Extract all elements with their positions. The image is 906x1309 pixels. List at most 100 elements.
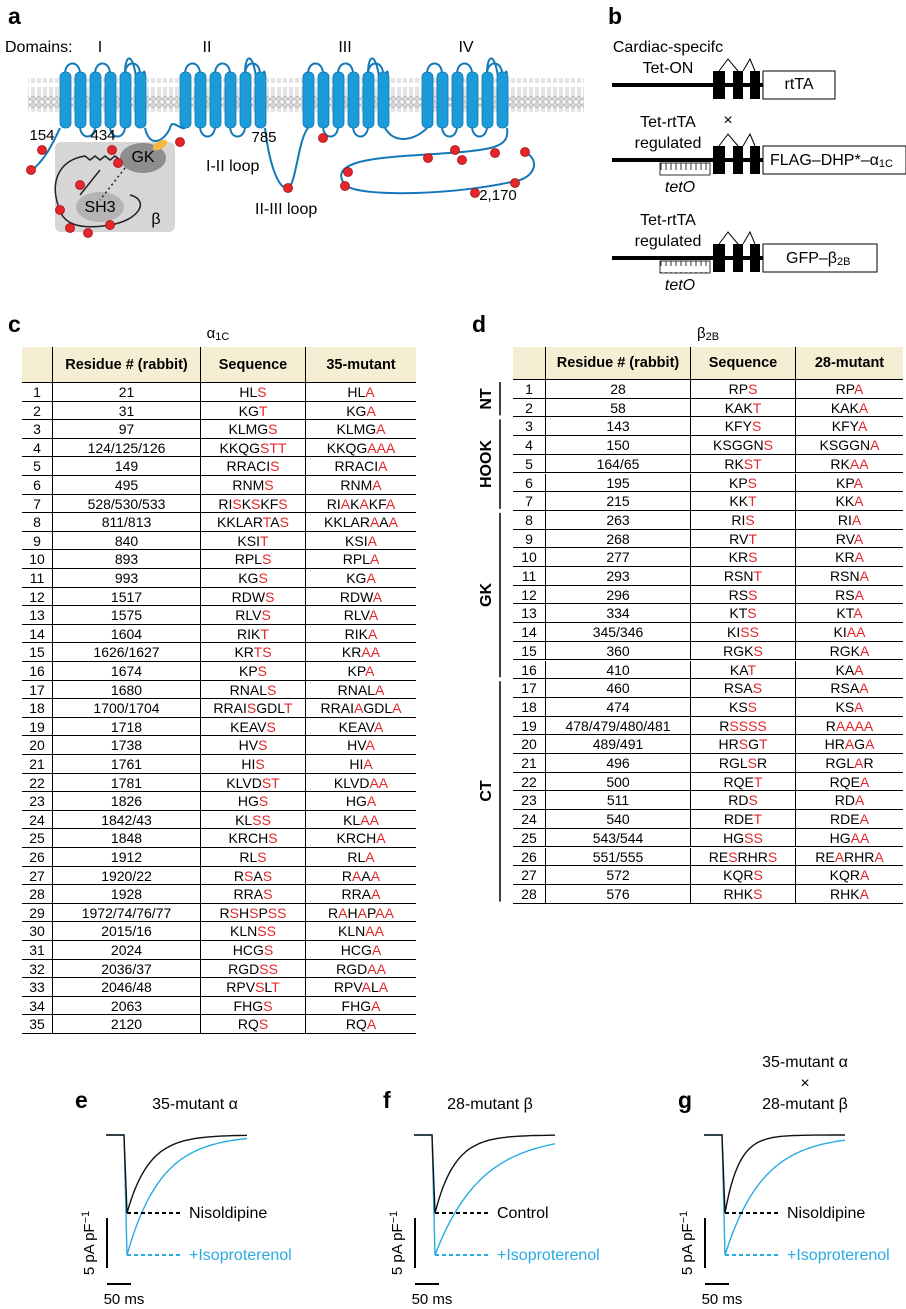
table-cell: RISKSKFS [200,495,305,514]
table-cell: 7 [22,495,52,514]
label: regulated [635,135,702,152]
label-sup: −1 [678,1211,690,1224]
table-cell: 811/813 [52,513,200,532]
table-cell: HGAA [795,829,903,848]
table-cell: 21 [513,754,545,773]
label: SH3 [84,199,115,216]
table-cell: 24 [513,810,545,829]
table-cell: 572 [545,866,690,885]
table-cell: RGDSS [200,960,305,979]
label: 35-mutant α [762,1054,848,1071]
table-cell: 143 [545,417,690,436]
table-cell: KAA [795,661,903,680]
helix [255,72,266,128]
label: I [98,39,102,56]
table-cell: 97 [52,420,200,439]
table-cell: 28 [513,885,545,904]
tet-operator [660,163,710,175]
table-cell: RPVALA [305,978,416,997]
table-cell: 16 [513,661,545,680]
table-cell: RKAA [795,455,903,474]
table-cell: HRAGA [795,735,903,754]
table-cell: 31 [52,402,200,421]
table-cell: 474 [545,698,690,717]
table-cell: 840 [52,532,200,551]
table-cell: RSS [690,586,795,605]
table-cell: 2 [22,402,52,421]
table-cell: 1604 [52,625,200,644]
table-cell: 29 [22,904,52,923]
table-cell: 2063 [52,997,200,1016]
table-cell: RSHSPSS [200,904,305,923]
table-cell: 28 [545,380,690,399]
table-cell: 2036/37 [52,960,200,979]
table-cell: 12 [22,588,52,607]
table-cell: RRAIAGDLA [305,699,416,718]
table-cell: 22 [22,774,52,793]
label: 2,170 [479,187,517,204]
table-cell: 293 [545,567,690,586]
label: Control [497,1205,549,1222]
table-header: Sequence [200,347,305,383]
table-cell: 8 [513,511,545,530]
splice [719,59,755,71]
table-cell: 16 [22,662,52,681]
label-sub: 1C [879,158,893,170]
label-base: 5 pA pF [389,1223,406,1275]
table-cell: KAKT [690,399,795,418]
table-cell: 345/346 [545,623,690,642]
table-cell: RSAA [795,679,903,698]
table-cell: RQEA [795,773,903,792]
table-cell: 268 [545,530,690,549]
table-cell: RLVA [305,606,416,625]
table-cell: KSIT [200,532,305,551]
table-header [513,347,545,380]
table-cell: 1626/1627 [52,643,200,662]
table-cell: 9 [513,530,545,549]
helix [105,72,116,128]
table-cell: 1718 [52,718,200,737]
table-cell: KISS [690,623,795,642]
helix [467,72,478,128]
table-cell: 1575 [52,606,200,625]
table-cell: KAKA [795,399,903,418]
label: α1C [207,325,230,343]
table-cell: 18 [513,698,545,717]
table-cell: 21 [52,383,200,402]
table-cell: KGA [305,402,416,421]
label: Tet-rtTA [640,114,696,131]
table-cell: 1761 [52,755,200,774]
label: Tet-ON [643,60,694,77]
table-cell: 3 [22,420,52,439]
table-cell: RGKS [690,642,795,661]
group-label: HOOK [477,424,497,504]
table-cell: RHKA [795,885,903,904]
table-cell: RAHAPAA [305,904,416,923]
table-cell: KTA [795,604,903,623]
table-cell: RPA [795,380,903,399]
label: 5 pA pF−1 [80,1211,98,1275]
helix [60,72,71,128]
table-cell: 31 [22,941,52,960]
table-cell: KKT [690,492,795,511]
table-cell: 263 [545,511,690,530]
table-cell: RHKS [690,885,795,904]
table-cell: RLA [305,848,416,867]
table-cell: KAT [690,661,795,680]
label-base: α [207,325,216,342]
table-cell: KLNAA [305,922,416,941]
table-cell: 17 [513,679,545,698]
table-cell: RIKA [305,625,416,644]
table-cell: HVS [200,736,305,755]
table-cell: 543/544 [545,829,690,848]
table-cell: HIA [305,755,416,774]
label: IV [458,39,473,56]
label-sup: −1 [80,1211,92,1224]
table-cell: KRTS [200,643,305,662]
table-cell: 478/479/480/481 [545,717,690,736]
table-cell: KKQGAAA [305,439,416,458]
table-cell: 576 [545,885,690,904]
table-cell: 58 [545,399,690,418]
table-cell: 551/555 [545,848,690,867]
current-trace [414,1135,555,1213]
